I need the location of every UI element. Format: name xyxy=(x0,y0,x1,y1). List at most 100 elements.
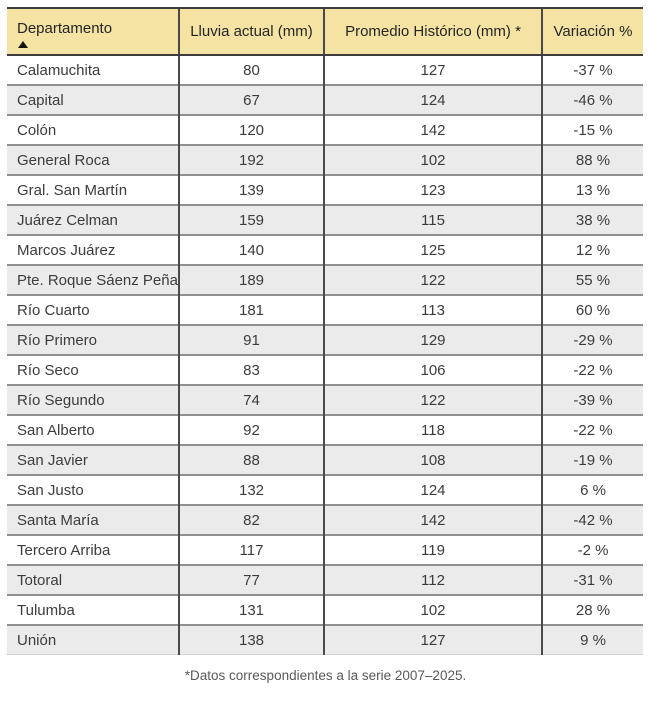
table-row: Río Primero 91 129 -29 % xyxy=(7,324,643,355)
historical-avg-cell: 112 xyxy=(323,564,542,595)
table-footnote: *Datos correspondientes a la serie 2007–… xyxy=(184,668,467,683)
variation-cell: -15 % xyxy=(541,114,643,145)
table-row: Tercero Arriba 117 119 -2 % xyxy=(7,534,643,565)
actual-rain-cell: 88 xyxy=(178,444,324,475)
department-cell: Colón xyxy=(7,114,179,145)
actual-rain-cell: 67 xyxy=(178,84,324,115)
rainfall-table-container: Departamento Lluvia actual (mm) Promedio… xyxy=(7,7,643,655)
historical-avg-cell: 124 xyxy=(323,84,542,115)
variation-cell: -37 % xyxy=(541,55,643,85)
department-cell: Pte. Roque Sáenz Peña xyxy=(7,264,179,295)
variation-cell: -29 % xyxy=(541,324,643,355)
column-header-label: Promedio Histórico (mm) * xyxy=(345,23,521,40)
historical-avg-cell: 106 xyxy=(323,354,542,385)
actual-rain-cell: 92 xyxy=(178,414,324,445)
actual-rain-cell: 74 xyxy=(178,384,324,415)
table-row: Río Cuarto 181 113 60 % xyxy=(7,294,643,325)
table-row: Santa María 82 142 -42 % xyxy=(7,504,643,535)
table-row: Río Segundo 74 122 -39 % xyxy=(7,384,643,415)
variation-cell: -46 % xyxy=(541,84,643,115)
table-row: Pte. Roque Sáenz Peña 189 122 55 % xyxy=(7,264,643,295)
variation-cell: 28 % xyxy=(541,594,643,625)
department-cell: Unión xyxy=(7,624,179,655)
variation-cell: 9 % xyxy=(541,624,643,655)
variation-cell: 13 % xyxy=(541,174,643,205)
department-cell: Tercero Arriba xyxy=(7,534,179,565)
historical-avg-cell: 108 xyxy=(323,444,542,475)
actual-rain-cell: 140 xyxy=(178,234,324,265)
historical-avg-cell: 102 xyxy=(323,144,542,175)
actual-rain-cell: 192 xyxy=(178,144,324,175)
table-row: Colón 120 142 -15 % xyxy=(7,114,643,145)
table-row: Marcos Juárez 140 125 12 % xyxy=(7,234,643,265)
variation-cell: -19 % xyxy=(541,444,643,475)
table-row: San Alberto 92 118 -22 % xyxy=(7,414,643,445)
department-cell: Río Primero xyxy=(7,324,179,355)
actual-rain-cell: 131 xyxy=(178,594,324,625)
column-header-label: Variación % xyxy=(553,23,633,40)
sort-ascending-icon xyxy=(18,40,28,48)
table-body: Calamuchita 80 127 -37 % Capital 67 124 -46 % Co… xyxy=(7,55,643,655)
department-cell: Río Seco xyxy=(7,354,179,385)
historical-avg-cell: 102 xyxy=(323,594,542,625)
department-cell: Río Cuarto xyxy=(7,294,179,325)
department-cell: General Roca xyxy=(7,144,179,175)
table-row: Unión 138 127 9 % xyxy=(7,624,643,655)
department-cell: Río Segundo xyxy=(7,384,179,415)
actual-rain-cell: 181 xyxy=(178,294,324,325)
table-row: Tulumba 131 102 28 % xyxy=(7,594,643,625)
table-row: Calamuchita 80 127 -37 % xyxy=(7,55,643,85)
historical-avg-cell: 122 xyxy=(323,264,542,295)
historical-avg-cell: 123 xyxy=(323,174,542,205)
department-cell: Juárez Celman xyxy=(7,204,179,235)
table-row: Río Seco 83 106 -22 % xyxy=(7,354,643,385)
department-cell: Marcos Juárez xyxy=(7,234,179,265)
column-header-lluvia-actual[interactable]: Lluvia actual (mm) xyxy=(178,7,324,56)
historical-avg-cell: 122 xyxy=(323,384,542,415)
department-cell: Calamuchita xyxy=(7,55,179,85)
historical-avg-cell: 125 xyxy=(323,234,542,265)
actual-rain-cell: 91 xyxy=(178,324,324,355)
variation-cell: -22 % xyxy=(541,414,643,445)
table-row: Gral. San Martín 139 123 13 % xyxy=(7,174,643,205)
actual-rain-cell: 82 xyxy=(178,504,324,535)
actual-rain-cell: 189 xyxy=(178,264,324,295)
historical-avg-cell: 127 xyxy=(323,55,542,85)
column-header-promedio-historico[interactable]: Promedio Histórico (mm) * xyxy=(323,7,542,56)
actual-rain-cell: 83 xyxy=(178,354,324,385)
department-cell: San Justo xyxy=(7,474,179,505)
variation-cell: -2 % xyxy=(541,534,643,565)
variation-cell: -31 % xyxy=(541,564,643,595)
historical-avg-cell: 118 xyxy=(323,414,542,445)
variation-cell: 6 % xyxy=(541,474,643,505)
department-cell: Totoral xyxy=(7,564,179,595)
variation-cell: -22 % xyxy=(541,354,643,385)
table-row: Juárez Celman 159 115 38 % xyxy=(7,204,643,235)
historical-avg-cell: 119 xyxy=(323,534,542,565)
table-row: General Roca 192 102 88 % xyxy=(7,144,643,175)
rainfall-table: Departamento Lluvia actual (mm) Promedio… xyxy=(7,7,643,655)
historical-avg-cell: 142 xyxy=(323,114,542,145)
actual-rain-cell: 139 xyxy=(178,174,324,205)
table-header: Departamento Lluvia actual (mm) Promedio… xyxy=(7,7,643,56)
actual-rain-cell: 117 xyxy=(178,534,324,565)
table-row: Totoral 77 112 -31 % xyxy=(7,564,643,595)
variation-cell: 12 % xyxy=(541,234,643,265)
actual-rain-cell: 120 xyxy=(178,114,324,145)
table-row: San Justo 132 124 6 % xyxy=(7,474,643,505)
actual-rain-cell: 77 xyxy=(178,564,324,595)
column-header-label: Lluvia actual (mm) xyxy=(190,23,313,40)
column-header-departamento[interactable]: Departamento xyxy=(7,7,179,56)
historical-avg-cell: 115 xyxy=(323,204,542,235)
historical-avg-cell: 113 xyxy=(323,294,542,325)
column-header-variacion[interactable]: Variación % xyxy=(541,7,643,56)
actual-rain-cell: 80 xyxy=(178,55,324,85)
variation-cell: -42 % xyxy=(541,504,643,535)
department-cell: Gral. San Martín xyxy=(7,174,179,205)
column-header-label: Departamento xyxy=(17,19,113,37)
actual-rain-cell: 159 xyxy=(178,204,324,235)
historical-avg-cell: 124 xyxy=(323,474,542,505)
department-cell: San Alberto xyxy=(7,414,179,445)
variation-cell: 38 % xyxy=(541,204,643,235)
actual-rain-cell: 132 xyxy=(178,474,324,505)
